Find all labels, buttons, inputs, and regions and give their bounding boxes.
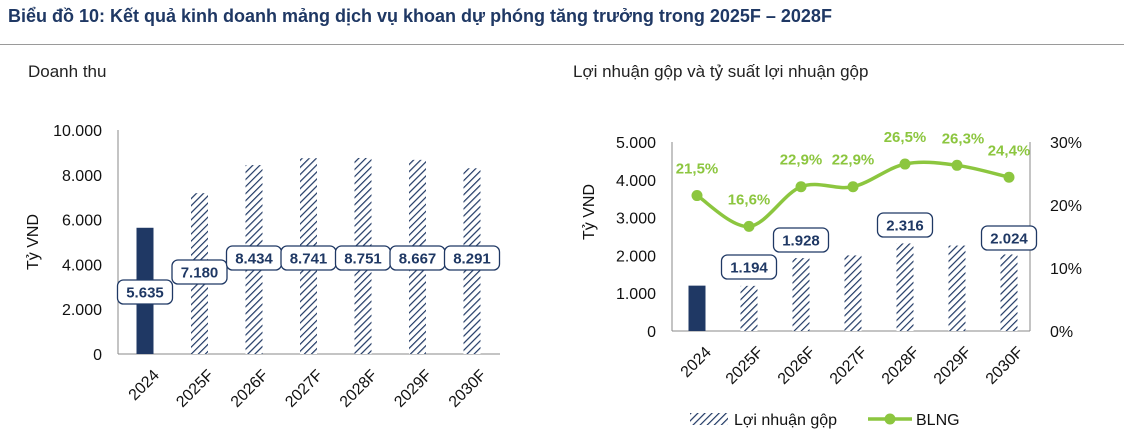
title-divider <box>0 44 1124 45</box>
blng-point <box>795 181 807 193</box>
y-tick-label: 8.000 <box>62 168 102 185</box>
y-tick-label: 2.000 <box>62 302 102 319</box>
x-tick-label: 2024 <box>126 367 163 404</box>
x-tick-label: 2029F <box>391 367 435 411</box>
y2-tick-label: 10% <box>1050 261 1082 278</box>
gross-profit-data-label-box <box>876 212 934 238</box>
x-tick-label: 2027F <box>282 367 326 411</box>
y-tick-label: 0 <box>647 324 656 341</box>
blng-data-label: 22,9% <box>780 152 823 169</box>
x-tick-label: 2028F <box>879 344 923 388</box>
blng-data-label: 21,5% <box>676 161 719 178</box>
gross-profit-data-label: 2.316 <box>886 218 924 235</box>
gross-profit-bar <box>948 245 966 331</box>
x-tick-label: 2026F <box>775 344 819 388</box>
revenue-chart: 0 2.000 4.000 6.000 8.000 10.000 Tỷ VND 5.635 7.… <box>25 123 501 411</box>
revenue-data-label-box <box>443 245 501 271</box>
blng-data-label: 22,9% <box>832 152 875 169</box>
legend-label: Lợi nhuận gộp <box>734 412 837 429</box>
gross-profit-bar <box>688 285 706 331</box>
profit-chart: 0 1.000 2.000 3.000 4.000 5.000 0% 10% 20% 30% Tỷ … <box>581 129 1082 429</box>
revenue-data-label: 8.741 <box>290 251 328 268</box>
revenue-data-label: 8.751 <box>344 251 382 268</box>
blng-point <box>1003 171 1015 183</box>
gross-profit-bar <box>1000 254 1018 331</box>
x-tick-label: 2024 <box>678 344 715 381</box>
x-tick-label: 2030F <box>983 344 1027 388</box>
y-tick-label: 0 <box>93 347 102 364</box>
revenue-data-label: 8.434 <box>235 251 273 268</box>
y-tick-label: 5.000 <box>616 135 656 152</box>
revenue-data-label: 5.635 <box>126 285 164 302</box>
chart-legend: Lợi nhuận gộp BLNG <box>690 412 960 429</box>
revenue-data-label: 8.667 <box>399 251 437 268</box>
gross-profit-data-label-box <box>980 225 1038 251</box>
blng-data-label: 16,6% <box>728 191 771 208</box>
blng-point <box>951 159 963 171</box>
gross-profit-data-label-box <box>772 227 830 253</box>
blng-point <box>899 158 911 170</box>
legend-label: BLNG <box>916 412 960 429</box>
y-tick-label: 10.000 <box>53 123 102 140</box>
blng-data-label: 26,3% <box>942 130 985 147</box>
gross-profit-bar <box>792 258 810 331</box>
blng-point <box>847 181 859 193</box>
x-tick-label: 2025F <box>723 344 767 388</box>
y2-tick-label: 30% <box>1050 135 1082 152</box>
x-tick-label: 2028F <box>337 367 381 411</box>
gross-profit-data-label-box <box>720 254 778 280</box>
y-tick-label: 3.000 <box>616 211 656 228</box>
gross-profit-data-label: 1.928 <box>782 233 820 250</box>
legend-line-marker <box>884 413 896 425</box>
gross-profit-bar <box>740 285 758 331</box>
y-tick-label: 1.000 <box>616 286 656 303</box>
x-tick-label: 2025F <box>173 367 217 411</box>
x-tick-label: 2027F <box>827 344 871 388</box>
gross-profit-bar <box>844 255 862 331</box>
blng-point <box>743 220 755 232</box>
x-tick-label: 2029F <box>931 344 975 388</box>
gross-profit-data-label: 1.194 <box>730 260 768 277</box>
page-title: Biểu đồ 10: Kết quả kinh doanh mảng dịch… <box>8 6 832 26</box>
x-tick-label: 2030F <box>446 367 490 411</box>
y-tick-label: 4.000 <box>62 257 102 274</box>
y-tick-label: 4.000 <box>616 173 656 190</box>
gross-profit-bar <box>896 243 914 331</box>
x-tick-label: 2026F <box>228 367 272 411</box>
y2-tick-label: 20% <box>1050 198 1082 215</box>
revenue-data-label: 7.180 <box>181 265 219 282</box>
y-tick-label: 6.000 <box>62 213 102 230</box>
y-axis-title: Tỷ VND <box>25 214 42 270</box>
revenue-chart-title: Doanh thu <box>28 62 107 81</box>
y-axis-title: Tỷ VND <box>581 184 598 240</box>
y2-tick-label: 0% <box>1050 324 1073 341</box>
y-tick-label: 2.000 <box>616 248 656 265</box>
revenue-data-label-box <box>171 259 228 285</box>
gross-profit-data-label: 2.024 <box>990 231 1028 248</box>
profit-chart-title: Lợi nhuận gộp và tỷ suất lợi nhuận gộp <box>573 62 869 81</box>
blng-data-label: 24,4% <box>988 142 1031 159</box>
revenue-data-label-box <box>116 279 174 305</box>
legend-bar-swatch <box>690 413 728 425</box>
blng-point <box>691 190 703 202</box>
blng-data-label: 26,5% <box>884 129 927 146</box>
revenue-data-label: 8.291 <box>453 251 491 268</box>
